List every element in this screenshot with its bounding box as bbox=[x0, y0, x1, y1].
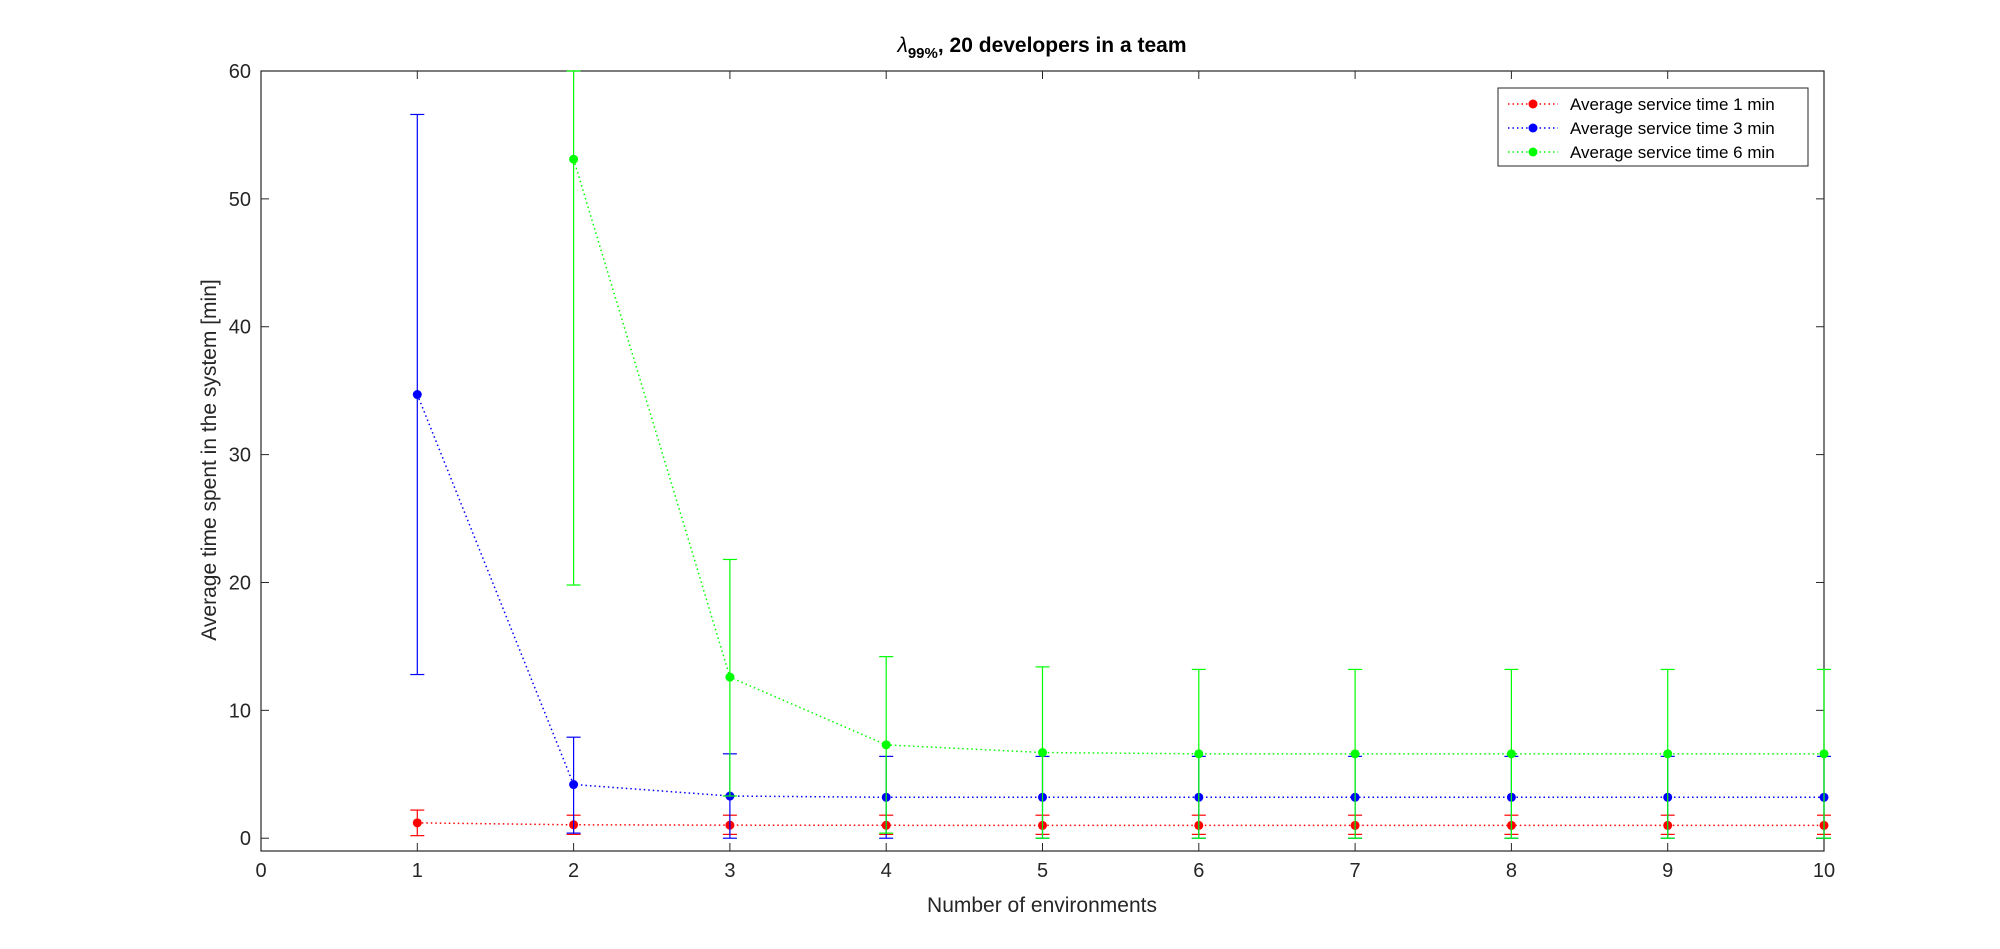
data-point bbox=[569, 780, 579, 790]
series-line bbox=[416, 394, 1824, 799]
chart-title: λ99%, 20 developers in a team bbox=[897, 34, 1187, 62]
data-point bbox=[569, 154, 579, 164]
y-tick-label: 20 bbox=[229, 572, 251, 594]
series-layer bbox=[410, 70, 1831, 839]
x-tick-label: 8 bbox=[1506, 860, 1517, 882]
legend-label: Average service time 3 min bbox=[1570, 119, 1775, 138]
series-line bbox=[572, 159, 1824, 755]
y-tick-label: 10 bbox=[229, 700, 251, 722]
data-point bbox=[1038, 748, 1047, 758]
title-symbol: λ bbox=[897, 34, 908, 57]
data-point bbox=[1350, 749, 1360, 759]
legend-label: Average service time 6 min bbox=[1570, 143, 1775, 162]
series-3 bbox=[566, 70, 1831, 839]
legend: Average service time 1 min Average servic… bbox=[1497, 87, 1809, 167]
x-tick-label: 4 bbox=[881, 860, 892, 882]
x-tick-label: 2 bbox=[568, 860, 579, 882]
data-point bbox=[1506, 749, 1516, 759]
series-line bbox=[417, 822, 1824, 827]
data-point bbox=[881, 740, 891, 750]
y-tick-label: 60 bbox=[229, 61, 251, 83]
x-tick-label: 6 bbox=[1193, 860, 1204, 882]
y-tick-label: 30 bbox=[229, 445, 251, 467]
y-axis-label: Average time spent in the system [min] bbox=[198, 279, 221, 640]
y-tick-label: 40 bbox=[229, 317, 251, 339]
x-tick-label: 0 bbox=[255, 860, 266, 882]
legend-marker bbox=[1528, 147, 1538, 157]
x-tick-label: 9 bbox=[1662, 860, 1673, 882]
legend-marker bbox=[1528, 123, 1538, 133]
y-tick-label: 50 bbox=[229, 189, 251, 211]
data-point bbox=[725, 672, 735, 682]
axis-ticks: 0 1 2 3 4 5 6 7 8 9 10 0 10 20 30 40 50 60 bbox=[229, 61, 1835, 882]
data-point bbox=[1819, 749, 1829, 759]
legend-box bbox=[1497, 87, 1809, 167]
title-subscript: 99% bbox=[908, 45, 938, 62]
x-tick-label: 5 bbox=[1037, 860, 1048, 882]
x-tick-label: 1 bbox=[412, 860, 423, 882]
data-point bbox=[412, 390, 422, 400]
legend-marker bbox=[1528, 99, 1538, 109]
data-point bbox=[1194, 749, 1204, 759]
y-tick-label: 0 bbox=[240, 828, 251, 850]
title-rest: , 20 developers in a team bbox=[938, 34, 1187, 57]
x-tick-label: 7 bbox=[1350, 860, 1361, 882]
data-point bbox=[412, 818, 422, 828]
x-tick-label: 10 bbox=[1813, 860, 1835, 882]
x-axis-label: Number of environments bbox=[927, 894, 1157, 917]
data-point bbox=[1663, 749, 1673, 759]
legend-label: Average service time 1 min bbox=[1570, 95, 1775, 114]
x-tick-label: 3 bbox=[724, 860, 735, 882]
